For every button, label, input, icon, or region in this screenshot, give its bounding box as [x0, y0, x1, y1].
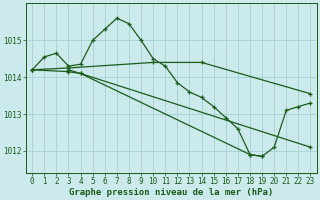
X-axis label: Graphe pression niveau de la mer (hPa): Graphe pression niveau de la mer (hPa) [69, 188, 274, 197]
